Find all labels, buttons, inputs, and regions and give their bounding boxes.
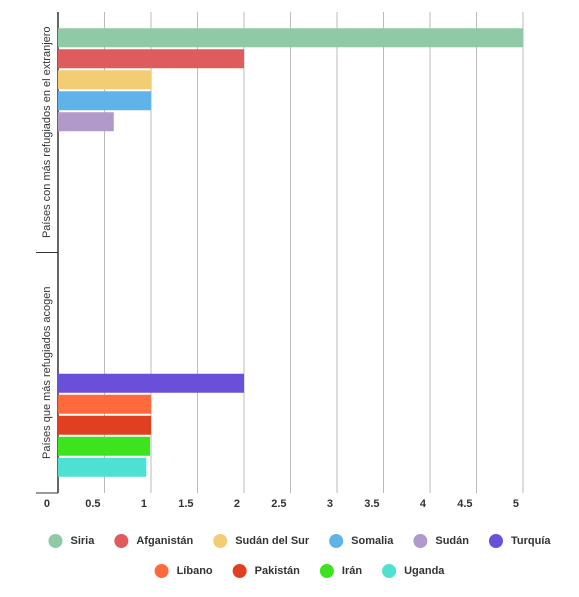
x-tick-label: 5: [513, 498, 519, 510]
x-tick-label: 3: [327, 498, 333, 510]
y-category-label: Países con más refugiados en el extranje…: [41, 26, 53, 238]
legend-row: Siria Afganistán Sudán del Sur Somalia Sudán…: [48, 534, 551, 548]
x-tick-label: 1: [141, 498, 147, 510]
legend-label: Irán: [342, 565, 362, 577]
x-tick-label: 2.5: [271, 498, 286, 510]
legend-marker: [329, 534, 344, 548]
legend-label: Sudán: [435, 535, 469, 547]
bar: [58, 457, 147, 477]
legend-marker: [154, 564, 169, 578]
x-tick-label: 2: [234, 498, 240, 510]
legend-item: Turquía: [488, 534, 551, 548]
legend-row: Líbano Pakistán Irán Uganda: [154, 564, 445, 578]
x-tick-label: 3.5: [364, 498, 379, 510]
legend-marker: [488, 534, 503, 548]
x-tick-label: 4.5: [457, 498, 472, 510]
legend-item: Uganda: [382, 564, 445, 578]
legend-item: Somalia: [329, 534, 394, 548]
legend-marker: [382, 564, 397, 578]
bar: [58, 415, 151, 435]
legend-item: Siria: [48, 534, 96, 548]
legend-label: Turquía: [511, 535, 551, 547]
legend-item: Pakistán: [232, 564, 301, 578]
legend-label: Sudán del Sur: [235, 535, 310, 547]
legend-label: Afganistán: [136, 535, 193, 547]
legend-item: Irán: [319, 564, 362, 578]
bar: [58, 436, 151, 456]
legend-marker: [413, 534, 428, 548]
bar: [58, 91, 151, 111]
y-category-label: Países que más refugiados acogen: [41, 287, 53, 459]
legend-item: Afganistán: [114, 534, 193, 548]
legend-marker: [48, 534, 63, 548]
bar: [58, 28, 523, 48]
legend-marker: [213, 534, 228, 548]
legend-marker: [114, 534, 129, 548]
bar: [58, 49, 244, 69]
legend-label: Líbano: [177, 565, 213, 577]
legend-item: Líbano: [154, 564, 213, 578]
legend-label: Siria: [71, 535, 96, 547]
x-tick-label: 1.5: [178, 498, 193, 510]
legend-label: Uganda: [404, 565, 445, 577]
x-tick-label: 0: [44, 498, 50, 510]
bar: [58, 112, 114, 132]
legend-marker: [232, 564, 247, 578]
x-tick-label: 0.5: [85, 498, 100, 510]
bar: [58, 394, 151, 414]
bar: [58, 373, 244, 393]
legend-item: Sudán: [413, 534, 469, 548]
legend-label: Pakistán: [255, 565, 301, 577]
legend-label: Somalia: [351, 535, 394, 547]
bar: [58, 70, 151, 90]
x-tick-label: 4: [420, 498, 427, 510]
legend-marker: [319, 564, 334, 578]
legend-item: Sudán del Sur: [213, 534, 310, 548]
